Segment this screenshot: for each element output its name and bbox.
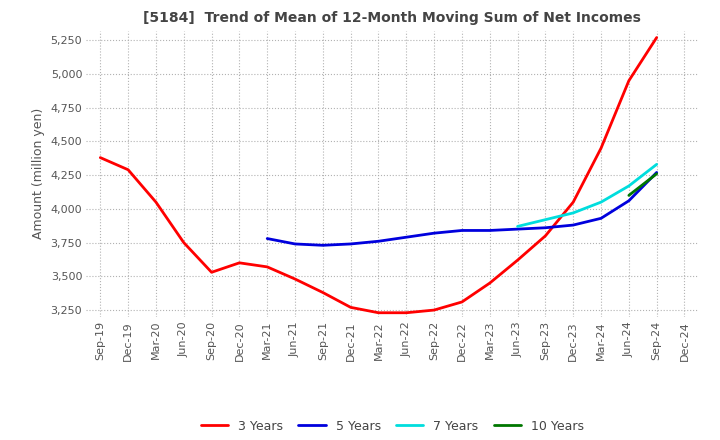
Title: [5184]  Trend of Mean of 12-Month Moving Sum of Net Incomes: [5184] Trend of Mean of 12-Month Moving … bbox=[143, 11, 642, 26]
3 Years bbox=[96, 155, 104, 160]
Line: 5 Years: 5 Years bbox=[267, 172, 657, 246]
5 Years bbox=[346, 241, 355, 246]
3 Years bbox=[152, 199, 161, 205]
7 Years bbox=[541, 217, 550, 222]
5 Years bbox=[541, 225, 550, 231]
3 Years bbox=[485, 280, 494, 286]
5 Years bbox=[485, 228, 494, 233]
3 Years bbox=[624, 78, 633, 83]
3 Years bbox=[402, 310, 410, 315]
5 Years bbox=[458, 228, 467, 233]
7 Years bbox=[513, 224, 522, 229]
3 Years bbox=[235, 260, 243, 265]
3 Years bbox=[569, 199, 577, 205]
3 Years bbox=[541, 233, 550, 238]
3 Years bbox=[513, 257, 522, 263]
5 Years bbox=[652, 170, 661, 175]
5 Years bbox=[624, 198, 633, 203]
3 Years bbox=[652, 35, 661, 40]
Line: 10 Years: 10 Years bbox=[629, 174, 657, 195]
7 Years bbox=[569, 210, 577, 216]
Line: 7 Years: 7 Years bbox=[518, 165, 657, 227]
7 Years bbox=[652, 162, 661, 167]
5 Years bbox=[402, 235, 410, 240]
5 Years bbox=[597, 216, 606, 221]
5 Years bbox=[513, 227, 522, 232]
10 Years bbox=[624, 193, 633, 198]
5 Years bbox=[569, 223, 577, 228]
3 Years bbox=[597, 146, 606, 151]
3 Years bbox=[458, 299, 467, 304]
10 Years bbox=[652, 171, 661, 176]
Legend: 3 Years, 5 Years, 7 Years, 10 Years: 3 Years, 5 Years, 7 Years, 10 Years bbox=[196, 414, 589, 437]
5 Years bbox=[318, 243, 327, 248]
5 Years bbox=[291, 241, 300, 246]
3 Years bbox=[263, 264, 271, 270]
3 Years bbox=[346, 305, 355, 310]
5 Years bbox=[263, 236, 271, 241]
7 Years bbox=[597, 199, 606, 205]
3 Years bbox=[374, 310, 383, 315]
Y-axis label: Amount (million yen): Amount (million yen) bbox=[32, 108, 45, 239]
7 Years bbox=[624, 183, 633, 189]
3 Years bbox=[291, 276, 300, 282]
5 Years bbox=[430, 231, 438, 236]
3 Years bbox=[430, 308, 438, 313]
Line: 3 Years: 3 Years bbox=[100, 37, 657, 313]
5 Years bbox=[374, 238, 383, 244]
3 Years bbox=[179, 240, 188, 245]
3 Years bbox=[207, 270, 216, 275]
3 Years bbox=[124, 167, 132, 172]
3 Years bbox=[318, 290, 327, 295]
